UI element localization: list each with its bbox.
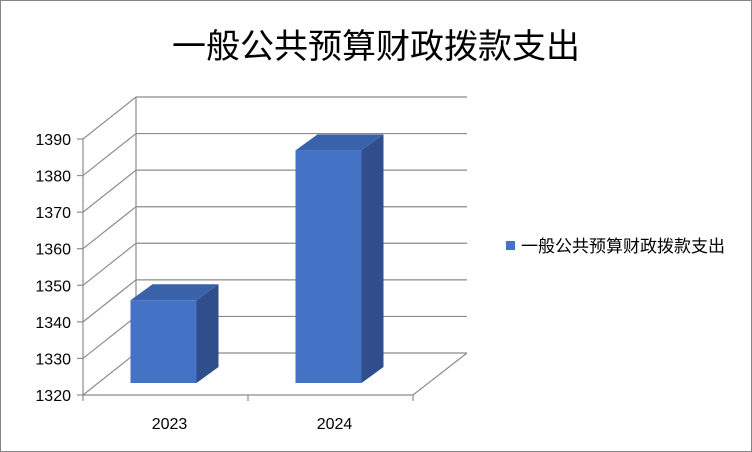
x-tick-labels: 2023 2024 bbox=[152, 416, 353, 433]
bar-side bbox=[196, 284, 219, 383]
gridline-left bbox=[82, 206, 137, 250]
gridline-left bbox=[82, 169, 137, 213]
gridline-left bbox=[82, 315, 137, 359]
legend-swatch bbox=[506, 240, 515, 250]
legend: 一般公共预算财政拨款支出 bbox=[506, 233, 746, 261]
y-tick-label: 1380 bbox=[35, 169, 71, 186]
bar-front bbox=[130, 300, 197, 383]
gridline-left bbox=[82, 133, 137, 177]
bar-side bbox=[361, 134, 384, 383]
gridline-left bbox=[82, 242, 137, 286]
legend-label: 一般公共预算财政拨款支出 bbox=[521, 237, 725, 257]
y-tick-label: 1360 bbox=[35, 242, 71, 259]
gridline-left bbox=[82, 279, 137, 323]
y-tick-label: 1320 bbox=[35, 388, 71, 405]
bar-2023 bbox=[130, 284, 219, 383]
y-tick-label: 1390 bbox=[35, 132, 71, 149]
x-tick-label: 2023 bbox=[152, 416, 188, 433]
y-tick-label: 1330 bbox=[35, 351, 71, 368]
bar-top bbox=[130, 284, 219, 301]
gridline-left bbox=[82, 96, 137, 140]
y-tick-label: 1350 bbox=[35, 278, 71, 295]
bar-front bbox=[295, 150, 362, 383]
y-tick-label: 1340 bbox=[35, 315, 71, 332]
y-tick-labels: 1320 1330 1340 1350 1360 1370 1380 1390 bbox=[35, 132, 71, 405]
chart-title: 一般公共预算财政拨款支出 bbox=[172, 27, 580, 67]
bar-2024 bbox=[295, 134, 384, 383]
x-tick-label: 2024 bbox=[317, 416, 353, 433]
gridline-left bbox=[82, 352, 137, 396]
bars bbox=[130, 134, 384, 383]
bar-top bbox=[295, 134, 384, 151]
y-tick-label: 1370 bbox=[35, 205, 71, 222]
